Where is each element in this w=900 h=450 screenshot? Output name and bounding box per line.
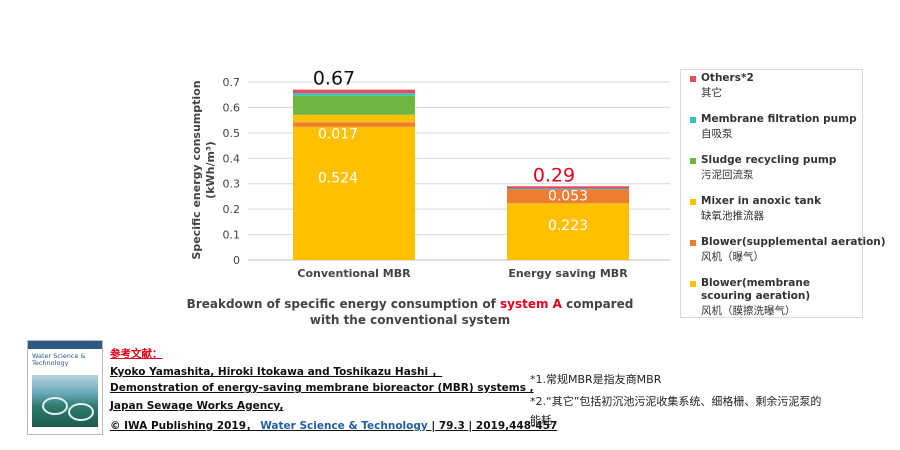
- footnote-2-cont: 能耗: [530, 414, 552, 427]
- bar-segment: [293, 126, 415, 260]
- legend-swatch: [690, 117, 696, 123]
- caption-part1: Breakdown of specific energy consumption…: [186, 297, 500, 311]
- bar-segment: [293, 114, 415, 123]
- legend-label-zh: 风机（膜擦洗曝气）: [701, 305, 796, 317]
- bar-segment: [293, 93, 415, 96]
- data-label: 0.524: [318, 170, 358, 186]
- bar-segment: [507, 188, 629, 190]
- cover-tank-icon: [42, 397, 68, 415]
- total-label: 0.67: [313, 68, 355, 90]
- total-label: 0.29: [533, 164, 575, 186]
- legend-label-zh: 缺氧池推流器: [701, 210, 764, 222]
- cover-photo: [32, 375, 98, 427]
- x-tick-label: Energy saving MBR: [508, 267, 628, 280]
- reference-publisher: © IWA Publishing 2019，: [110, 420, 261, 432]
- reference-line-3: Japan Sewage Works Agency,: [110, 400, 284, 412]
- legend-swatch: [690, 240, 696, 246]
- reference-line-2: Demonstration of energy-saving membrane …: [110, 382, 534, 394]
- bar-segment: [293, 122, 415, 127]
- legend-label: Membrane filtration pump: [701, 113, 857, 125]
- legend-swatch: [690, 76, 696, 82]
- legend-label-zh: 其它: [701, 87, 722, 99]
- y-tick-label: 0.7: [223, 76, 241, 89]
- chart-caption: Breakdown of specific energy consumption…: [170, 296, 650, 328]
- legend-label-zh: 自吸泵: [701, 128, 733, 140]
- bar-segment: [293, 89, 415, 94]
- bar-segment: [507, 189, 629, 204]
- legend-label: Sludge recycling pump: [701, 154, 837, 166]
- cover-header-bar: [28, 341, 102, 349]
- cover-tank-icon: [68, 403, 94, 421]
- legend-label: Mixer in anoxic tank: [701, 195, 822, 207]
- cover-title: Water Science & Technology: [32, 352, 86, 367]
- legend-label-zh: 污泥回流泵: [701, 169, 754, 181]
- y-tick-label: 0: [233, 254, 240, 267]
- legend-label: Blower(membrane scouring aeration): [701, 277, 811, 302]
- legend-label: Blower(supplemental aeration): [701, 236, 886, 248]
- bars: [293, 89, 629, 260]
- bar-segment: [507, 186, 629, 189]
- y-tick-label: 0.5: [223, 127, 241, 140]
- caption-highlight: system A: [499, 297, 562, 311]
- data-label: 0.053: [548, 189, 588, 205]
- data-label: 0.223: [548, 218, 588, 234]
- legend: Others*2 其它 Membrane filtration pump 自吸泵 Slu…: [680, 69, 886, 318]
- reference-heading: 参考文献：: [110, 348, 163, 360]
- reference-line-1: Kyoko Yamashita, Hiroki Itokawa and Tosh…: [110, 366, 443, 378]
- data-label: 0.017: [318, 127, 358, 143]
- y-tick-label: 0.3: [223, 178, 241, 191]
- x-tick-label: Conventional MBR: [297, 267, 411, 280]
- y-tick-label: 0.1: [223, 229, 241, 242]
- bar-segment: [507, 203, 629, 260]
- legend-label: Others*2: [701, 72, 754, 84]
- y-axis-ticks: 0 0.1 0.2 0.3 0.4 0.5 0.6 0.7: [223, 76, 241, 267]
- x-axis-labels: Conventional MBR Energy saving MBR: [297, 267, 628, 280]
- reference-volume: | 79.3 | 2019,448-457: [427, 420, 558, 432]
- y-tick-label: 0.6: [223, 101, 241, 114]
- data-labels: 0.524 0.017 0.67 0.223 0.053 0.29: [313, 68, 588, 234]
- reference-journal-link[interactable]: Water Science & Technology: [260, 420, 428, 432]
- footnote-1: *1.常规MBR是指友商MBR: [530, 373, 662, 386]
- y-tick-label: 0.2: [223, 203, 241, 216]
- legend-swatch: [690, 281, 696, 287]
- legend-label-zh: 风机（曝气）: [701, 251, 764, 263]
- caption-part2: compared with the conventional system: [309, 297, 634, 327]
- journal-cover: Water Science & Technology: [27, 340, 103, 435]
- footnote-2: *2.“其它”包括初沉池污泥收集系统、细格栅、剩余污泥泵的: [530, 395, 822, 408]
- y-axis-label: Specific energy consumption(kWh/m³): [190, 80, 217, 259]
- reference-line-4: © IWA Publishing 2019， Water Science & T…: [110, 418, 557, 433]
- legend-swatch: [690, 199, 696, 205]
- stacked-bar-chart: 0 0.1 0.2 0.3 0.4 0.5 0.6 0.7 0.524 0.017 0.67 0.2…: [190, 68, 670, 280]
- y-tick-label: 0.4: [223, 152, 241, 165]
- bar-segment: [293, 95, 415, 115]
- legend-swatch: [690, 158, 696, 164]
